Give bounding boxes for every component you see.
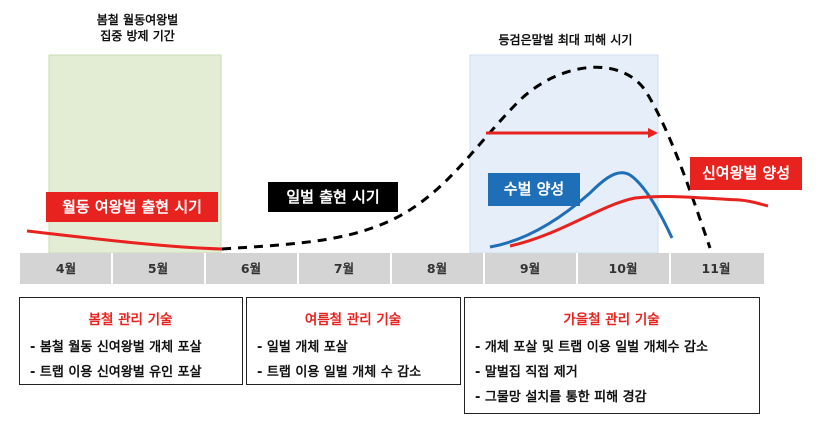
overwinter-queen-curve (26, 229, 223, 251)
month-label: 5월 (147, 261, 169, 276)
month-label: 8월 (426, 261, 448, 276)
autumn-management-box: 가을철 관리 기술 - 개체 포살 및 트랩 이용 일벌 개체수 감소 - 말벌… (464, 297, 760, 414)
month-label: 4월 (55, 261, 77, 276)
box-title: 여름철 관리 기술 (304, 312, 402, 328)
box-item: - 트랩 이용 신여왕벌 유인 포살 (30, 365, 202, 380)
month-label: 11월 (701, 261, 731, 276)
box-title: 봄철 관리 기술 (88, 312, 173, 328)
box-item: - 트랩 이용 일벌 개체 수 감소 (257, 365, 422, 380)
box-item: - 그물망 설치를 통한 피해 경감 (475, 390, 647, 405)
new-queen-label: 신여왕벌 양성 (690, 157, 802, 190)
month-label: 10월 (608, 261, 638, 276)
summer-management-box: 여름철 관리 기술 - 일벌 개체 포살 - 트랩 이용 일벌 개체 수 감소 (246, 297, 461, 385)
spring-management-box: 봄철 관리 기술 - 봄철 월동 신여왕벌 개체 포살 - 트랩 이용 신여왕벌… (19, 297, 243, 385)
male-label: 수벌 양성 (488, 173, 580, 206)
month-label: 6월 (240, 261, 262, 276)
worker-label: 일벌 출현 시기 (268, 182, 398, 212)
overwinter-queen-label: 월동 여왕벌 출현 시기 (46, 192, 218, 222)
box-item: - 일벌 개체 포살 (257, 340, 348, 355)
timeline-dividers (111, 253, 671, 284)
box-item: - 개체 포살 및 트랩 이용 일벌 개체수 감소 (475, 340, 708, 355)
peak-damage-band (469, 54, 659, 254)
box-title: 가을철 관리 기술 (563, 312, 660, 328)
box-item: - 말벌집 직접 제거 (475, 365, 578, 380)
spring-control-band (48, 54, 222, 254)
box-item: - 봄철 월동 신여왕벌 개체 포살 (30, 340, 202, 355)
new-queen-curve (509, 194, 769, 248)
male-curve (489, 171, 674, 249)
month-label: 9월 (519, 261, 541, 276)
peak-damage-note: 등검은말벌 최대 피해 시기 (498, 33, 633, 47)
worker-curve (221, 65, 712, 251)
spring-control-period-note: 봄철 월동여왕벌 집중 방제 기간 (96, 13, 179, 43)
month-label: 7월 (333, 261, 355, 276)
peak-damage-arrowhead (648, 128, 658, 138)
